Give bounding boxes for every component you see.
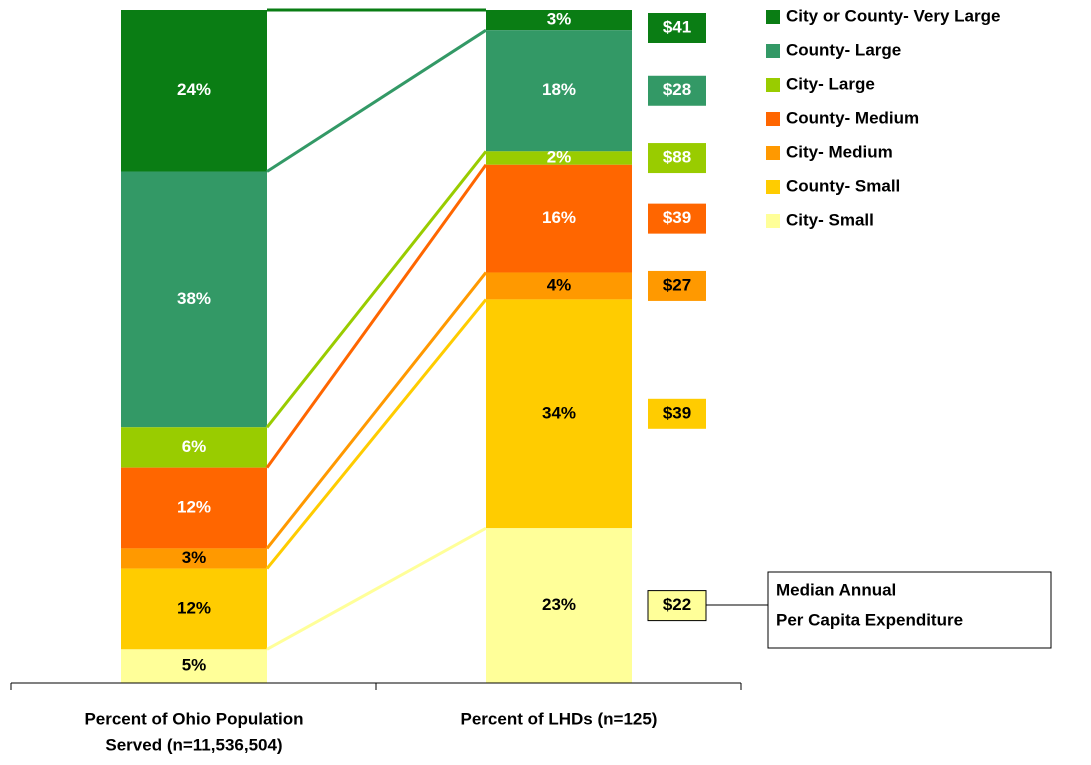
legend-label: City- Small: [786, 210, 874, 229]
value-label: 23%: [542, 595, 576, 614]
bar-segment: [121, 548, 267, 569]
connector-line: [265, 163, 488, 469]
expenditure-box: [647, 590, 707, 622]
bar-segment: [121, 649, 267, 683]
expenditure-box: [648, 75, 706, 106]
expenditure-box: [648, 270, 706, 301]
expenditure-label: $88: [663, 148, 691, 167]
x-axis-label: Served (n=11,536,504): [105, 735, 282, 754]
bar-segment: [486, 151, 632, 165]
legend-swatch: [766, 214, 780, 228]
legend-swatch: [766, 78, 780, 92]
value-label: 12%: [177, 498, 211, 517]
value-label: 4%: [547, 275, 572, 294]
expenditure-label: $41: [663, 17, 691, 36]
legend-label: City- Medium: [786, 142, 893, 161]
annotation-text: Per Capita Expenditure: [776, 610, 963, 629]
value-label: 16%: [542, 208, 576, 227]
expenditure-box: [648, 203, 706, 234]
expenditure-label: $28: [663, 80, 691, 99]
bar-segment: [486, 10, 632, 31]
legend-label: County- Small: [786, 176, 900, 195]
legend-swatch: [766, 146, 780, 160]
expenditure-box: [648, 143, 706, 174]
annotation-text: Median Annual: [776, 580, 896, 599]
legend-label: City or County- Very Large: [786, 6, 1000, 25]
legend-swatch: [766, 44, 780, 58]
legend-swatch: [766, 180, 780, 194]
value-label: 18%: [542, 80, 576, 99]
bar-segment: [121, 10, 267, 172]
bar-segment: [486, 528, 632, 683]
bar-segment: [486, 30, 632, 152]
x-axis-label: Percent of LHDs (n=125): [461, 709, 658, 728]
value-label: 6%: [182, 437, 207, 456]
legend-swatch: [766, 112, 780, 126]
expenditure-box: [648, 398, 706, 429]
connector-line: [266, 526, 487, 651]
bar-segment: [121, 171, 267, 428]
value-label: 3%: [547, 10, 572, 29]
value-label: 24%: [177, 80, 211, 99]
value-label: 12%: [177, 598, 211, 617]
value-label: 34%: [542, 403, 576, 422]
annotation-box: [767, 571, 1052, 649]
bar-segment: [121, 568, 267, 650]
legend-label: County- Large: [786, 40, 901, 59]
connector-line: [265, 271, 488, 550]
x-axis-label: Percent of Ohio Population: [84, 709, 303, 728]
bar-segment: [121, 427, 267, 468]
connector-line: [265, 298, 488, 570]
connector-line: [266, 28, 487, 173]
expenditure-label: $39: [663, 403, 691, 422]
legend-swatch: [766, 10, 780, 24]
connector-line: [265, 150, 488, 429]
bar-segment: [486, 272, 632, 300]
expenditure-label: $27: [663, 275, 691, 294]
value-label: 2%: [547, 148, 572, 167]
value-label: 5%: [182, 656, 207, 675]
legend-label: County- Medium: [786, 108, 919, 127]
bar-segment: [121, 467, 267, 549]
value-label: 38%: [177, 289, 211, 308]
value-label: 3%: [182, 548, 207, 567]
bar-segment: [486, 299, 632, 529]
expenditure-label: $39: [663, 208, 691, 227]
legend-label: City- Large: [786, 74, 875, 93]
bar-segment: [486, 164, 632, 273]
expenditure-box: [648, 13, 706, 43]
expenditure-label: $22: [663, 595, 691, 614]
